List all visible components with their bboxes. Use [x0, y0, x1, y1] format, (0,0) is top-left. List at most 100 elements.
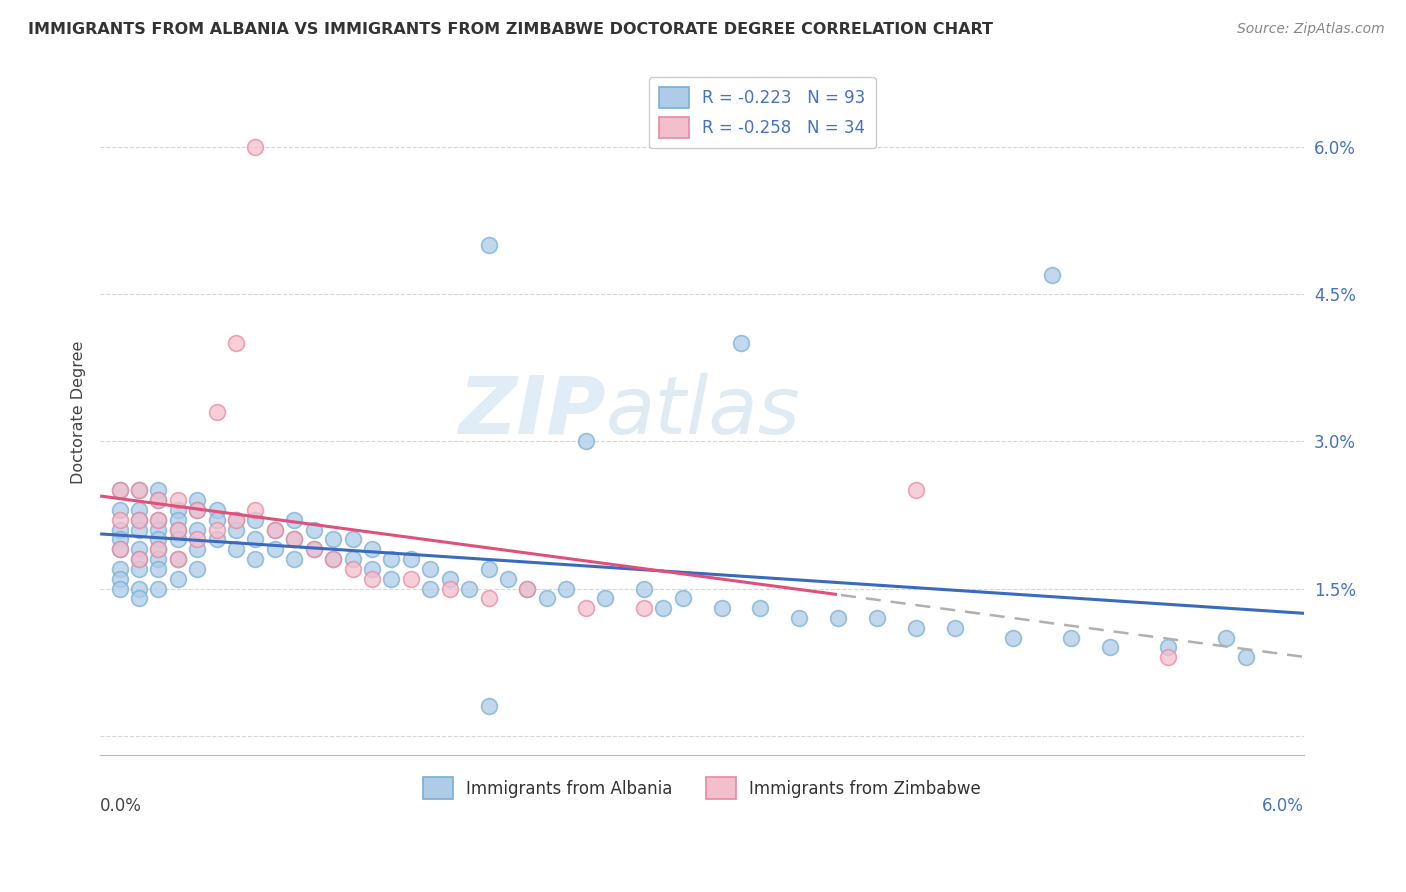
Point — [787, 611, 810, 625]
Point — [186, 493, 208, 508]
Point — [128, 483, 150, 498]
Point — [477, 238, 499, 252]
Point — [108, 582, 131, 596]
Point — [536, 591, 558, 606]
Point — [593, 591, 616, 606]
Point — [205, 513, 228, 527]
Point — [205, 533, 228, 547]
Point — [264, 523, 287, 537]
Point — [322, 533, 344, 547]
Point — [148, 552, 170, 566]
Point — [108, 542, 131, 557]
Point — [342, 552, 364, 566]
Point — [128, 523, 150, 537]
Y-axis label: Doctorate Degree: Doctorate Degree — [72, 340, 86, 483]
Point — [264, 542, 287, 557]
Point — [302, 542, 325, 557]
Text: ZIP: ZIP — [458, 373, 606, 451]
Text: Source: ZipAtlas.com: Source: ZipAtlas.com — [1237, 22, 1385, 37]
Point — [108, 483, 131, 498]
Point — [148, 483, 170, 498]
Point — [1215, 631, 1237, 645]
Point — [128, 552, 150, 566]
Point — [148, 523, 170, 537]
Point — [477, 699, 499, 714]
Point — [108, 503, 131, 517]
Point — [1234, 650, 1257, 665]
Point — [342, 533, 364, 547]
Point — [186, 523, 208, 537]
Point — [749, 601, 772, 615]
Point — [148, 542, 170, 557]
Point — [943, 621, 966, 635]
Point — [128, 591, 150, 606]
Point — [128, 483, 150, 498]
Point — [710, 601, 733, 615]
Point — [322, 552, 344, 566]
Point — [264, 523, 287, 537]
Point — [361, 542, 384, 557]
Point — [108, 562, 131, 576]
Text: 0.0%: 0.0% — [100, 797, 142, 814]
Point — [477, 562, 499, 576]
Point — [439, 582, 461, 596]
Point — [128, 513, 150, 527]
Point — [148, 493, 170, 508]
Point — [419, 582, 441, 596]
Point — [245, 552, 267, 566]
Point — [575, 601, 598, 615]
Point — [166, 503, 188, 517]
Point — [108, 533, 131, 547]
Point — [439, 572, 461, 586]
Point — [399, 552, 422, 566]
Point — [205, 405, 228, 419]
Point — [283, 533, 305, 547]
Point — [108, 542, 131, 557]
Point — [458, 582, 481, 596]
Point — [128, 542, 150, 557]
Point — [555, 582, 578, 596]
Point — [186, 533, 208, 547]
Point — [225, 513, 247, 527]
Point — [108, 483, 131, 498]
Point — [516, 582, 538, 596]
Point — [1157, 650, 1180, 665]
Point — [166, 552, 188, 566]
Point — [225, 542, 247, 557]
Point — [186, 542, 208, 557]
Point — [730, 336, 752, 351]
Point — [108, 513, 131, 527]
Point — [399, 572, 422, 586]
Point — [633, 601, 655, 615]
Point — [633, 582, 655, 596]
Point — [128, 552, 150, 566]
Point — [205, 523, 228, 537]
Point — [904, 621, 927, 635]
Point — [302, 523, 325, 537]
Point — [1060, 631, 1083, 645]
Point — [283, 513, 305, 527]
Point — [166, 523, 188, 537]
Point — [904, 483, 927, 498]
Point — [342, 562, 364, 576]
Point — [575, 434, 598, 449]
Point — [225, 523, 247, 537]
Point — [128, 582, 150, 596]
Point — [245, 513, 267, 527]
Point — [361, 562, 384, 576]
Point — [166, 552, 188, 566]
Point — [477, 591, 499, 606]
Point — [205, 503, 228, 517]
Point — [827, 611, 849, 625]
Point — [245, 533, 267, 547]
Point — [148, 542, 170, 557]
Point — [128, 562, 150, 576]
Point — [166, 523, 188, 537]
Point — [361, 572, 384, 586]
Text: IMMIGRANTS FROM ALBANIA VS IMMIGRANTS FROM ZIMBABWE DOCTORATE DEGREE CORRELATION: IMMIGRANTS FROM ALBANIA VS IMMIGRANTS FR… — [28, 22, 993, 37]
Point — [652, 601, 675, 615]
Point — [186, 503, 208, 517]
Point — [108, 523, 131, 537]
Point — [419, 562, 441, 576]
Text: 6.0%: 6.0% — [1263, 797, 1305, 814]
